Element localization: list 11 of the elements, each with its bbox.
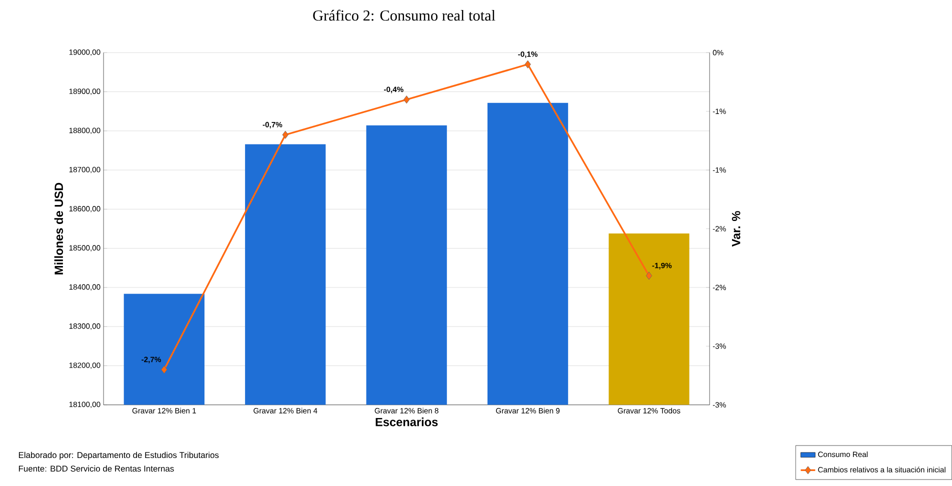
y-axis-title: Millones de USD — [54, 182, 64, 274]
point — [524, 60, 531, 68]
source-note: Fuente: BDD Servicio de Rentas Internas — [18, 465, 174, 472]
point — [404, 95, 410, 104]
y2-axis-title: Var. % — [732, 210, 740, 246]
text: Elaborado por: Departamento de Estudios Tributarios — [18, 452, 219, 460]
chart-title: Gráfico 2: Consumo real total — [313, 10, 496, 21]
point — [646, 272, 652, 280]
point — [161, 365, 168, 374]
point — [282, 130, 288, 139]
x-axis-title: Escenarios — [376, 417, 438, 426]
